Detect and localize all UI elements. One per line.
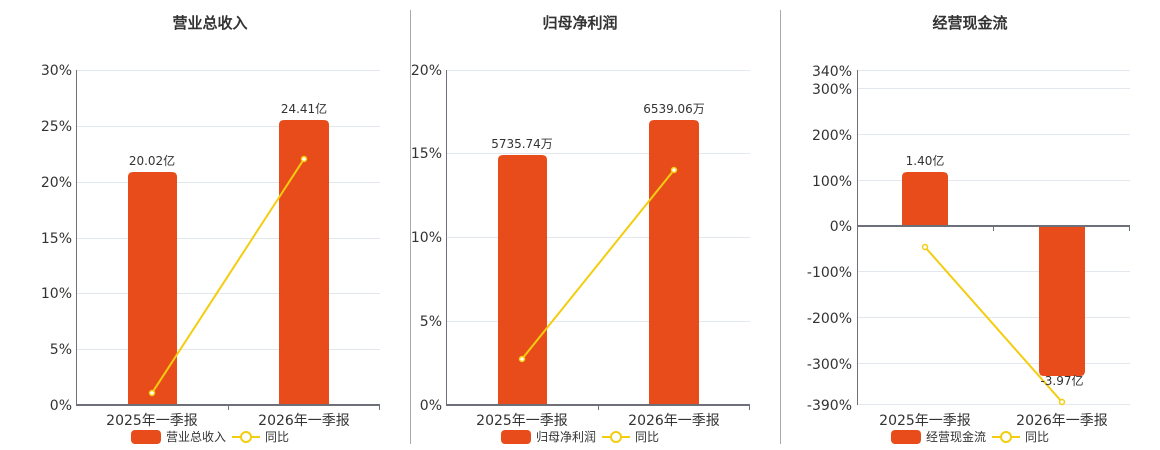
x-axis-labels: 2025年一季报 2026年一季报: [106, 413, 350, 429]
x-axis-labels: 2025年一季报 2026年一季报: [476, 413, 720, 429]
x-axis-labels: 2025年一季报 2026年一季报: [879, 413, 1108, 429]
yoy-point: [300, 155, 308, 163]
bar-value-labels: 20.02亿 24.41亿: [129, 101, 327, 168]
svg-text:2025年一季报: 2025年一季报: [476, 413, 568, 429]
y-tick: 10%: [41, 286, 72, 302]
bar-2025q1: [498, 155, 547, 405]
gridlines: [447, 70, 750, 322]
svg-text:2026年一季报: 2026年一季报: [628, 413, 720, 429]
chart-title: 经营现金流: [932, 14, 1008, 32]
svg-text:6539.06万: 6539.06万: [643, 102, 705, 116]
chart-plot: 30% 25% 20% 15% 10% 5% 0% 20.02亿 24.41亿 …: [41, 63, 380, 429]
gridlines: [857, 70, 1130, 405]
legend: 经营现金流 同比: [780, 428, 1160, 445]
legend: 归母净利润 同比: [380, 428, 780, 445]
legend: 营业总收入 同比: [10, 428, 410, 445]
legend-item-bar[interactable]: 归母净利润: [500, 428, 596, 445]
svg-text:15%: 15%: [411, 146, 442, 162]
y-axis-labels: 340% 300% 200% 100% 0% -100% -200% -300%…: [807, 64, 852, 414]
svg-text:-300%: -300%: [807, 357, 852, 373]
legend-item-yoy[interactable]: 同比: [602, 428, 659, 445]
svg-text:200%: 200%: [812, 128, 852, 144]
svg-text:2025年一季报: 2025年一季报: [879, 413, 971, 429]
svg-text:100%: 100%: [812, 174, 852, 190]
chart-plot: 20% 15% 10% 5% 0% 5735.74万 6539.06万 2025…: [411, 63, 750, 429]
svg-text:20%: 20%: [411, 63, 442, 79]
y-tick: 15%: [41, 231, 72, 247]
svg-text:2026年一季报: 2026年一季报: [1016, 413, 1108, 429]
yoy-line[interactable]: [921, 243, 1066, 406]
chart-plot: 340% 300% 200% 100% 0% -100% -200% -300%…: [807, 64, 1130, 429]
y-tick: 5%: [50, 342, 72, 358]
svg-text:5735.74万: 5735.74万: [491, 137, 553, 151]
y-tick: 25%: [41, 119, 72, 135]
svg-text:-200%: -200%: [807, 311, 852, 327]
svg-text:1.40亿: 1.40亿: [906, 153, 945, 168]
svg-text:-3.97亿: -3.97亿: [1040, 373, 1083, 388]
legend-item-yoy[interactable]: 同比: [992, 428, 1049, 445]
gridlines: [77, 70, 380, 350]
y-axis-labels: 30% 25% 20% 15% 10% 5% 0%: [41, 63, 72, 414]
svg-text:5%: 5%: [420, 314, 442, 330]
bar-label: 24.41亿: [281, 101, 327, 116]
yoy-line[interactable]: [518, 166, 678, 363]
yoy-point: [148, 389, 156, 397]
bar-2026q1: [1039, 226, 1085, 376]
bar-value-labels: 1.40亿 -3.97亿: [906, 153, 1084, 388]
y-axis-labels: 20% 15% 10% 5% 0%: [411, 63, 442, 414]
y-tick: 20%: [41, 175, 72, 191]
y-tick: 30%: [41, 63, 72, 79]
bar-2026q1: [649, 120, 699, 405]
x-tick: 2026年一季报: [258, 413, 350, 429]
chart-panel-revenue: 营业总收入 30% 25% 20% 15% 10% 5% 0% 20.02亿 2…: [0, 0, 400, 450]
svg-text:10%: 10%: [411, 230, 442, 246]
legend-item-yoy[interactable]: 同比: [232, 428, 289, 445]
chart-panel-operating-cashflow: 经营现金流 340% 300% 200% 100% 0% -100% -200%…: [780, 0, 1160, 450]
svg-text:340%: 340%: [812, 64, 852, 80]
svg-text:0%: 0%: [420, 398, 442, 414]
svg-text:300%: 300%: [812, 82, 852, 98]
legend-item-bar[interactable]: 经营现金流: [890, 428, 986, 445]
bars[interactable]: [902, 172, 1085, 376]
bar-2025q1: [902, 172, 948, 226]
bar-value-labels: 5735.74万 6539.06万: [491, 102, 705, 151]
chart-title: 营业总收入: [172, 14, 248, 32]
bar-label: 20.02亿: [129, 153, 175, 168]
chart-title: 归母净利润: [542, 14, 618, 32]
panel-divider: [410, 10, 411, 444]
legend-item-bar[interactable]: 营业总收入: [130, 428, 226, 445]
y-tick: 0%: [50, 398, 72, 414]
chart-panel-net-profit: 归母净利润 20% 15% 10% 5% 0% 5735.74万 6539.06…: [370, 0, 770, 450]
x-tick: 2025年一季报: [106, 413, 198, 429]
svg-text:-100%: -100%: [807, 265, 852, 281]
svg-text:0%: 0%: [830, 219, 852, 235]
panel-divider: [780, 10, 781, 444]
bar-2026q1: [279, 120, 329, 405]
yoy-line[interactable]: [148, 155, 308, 397]
bars[interactable]: [128, 120, 329, 405]
svg-text:-390%: -390%: [807, 398, 852, 414]
bar-2025q1: [128, 172, 177, 405]
